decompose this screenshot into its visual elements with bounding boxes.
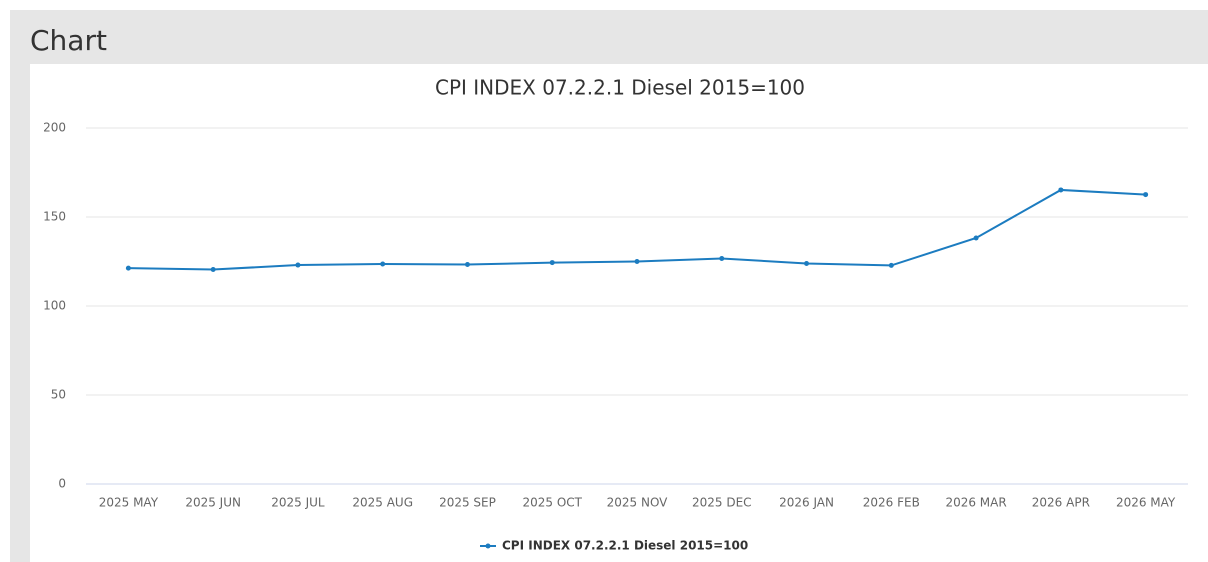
point xyxy=(1143,192,1149,198)
point xyxy=(1058,187,1064,193)
chart: CPI INDEX 07.2.2.1 Diesel 2015=100 0 50 10… xyxy=(30,64,1208,562)
y-tick-label: 150 xyxy=(43,210,66,224)
point xyxy=(464,262,470,268)
line xyxy=(128,188,1146,271)
point xyxy=(719,255,725,261)
x-tick-label: 2025 NOV xyxy=(607,496,669,510)
x-tick-label: 2025 SEP xyxy=(439,496,496,510)
x-tick-label: 2026 MAR xyxy=(945,496,1006,510)
x-tick-label: 2026 MAY xyxy=(1116,496,1176,510)
point xyxy=(295,262,301,268)
chart-title: CPI INDEX 07.2.2.1 Diesel 2015=100 xyxy=(435,76,805,100)
x-tick-label: 2026 FEB xyxy=(863,496,920,510)
point xyxy=(210,267,216,273)
y-tick-label: 200 xyxy=(43,121,66,135)
y-tick-label: 50 xyxy=(51,388,66,402)
panel-title: Chart xyxy=(30,24,107,57)
x-tick-label: 2025 DEC xyxy=(692,496,752,510)
x-tick-label: 2025 JUL xyxy=(271,496,325,510)
x-tick-label: 2025 OCT xyxy=(522,496,582,510)
point xyxy=(549,260,555,266)
legend-symbol xyxy=(485,543,491,549)
y-tick-label: 100 xyxy=(43,299,66,313)
x-tick-label: 2025 MAY xyxy=(99,496,159,510)
x-tick-label: 2026 JAN xyxy=(779,496,834,510)
x-tick-label: 2026 APR xyxy=(1032,496,1090,510)
x-tick-label: 2025 JUN xyxy=(185,496,241,510)
x-tick-label: 2025 AUG xyxy=(352,496,413,510)
legend-label: CPI INDEX 07.2.2.1 Diesel 2015=100 xyxy=(502,539,748,553)
point xyxy=(804,260,810,266)
y-tick-label: 0 xyxy=(58,477,66,491)
point xyxy=(380,261,386,267)
point xyxy=(973,235,979,241)
point xyxy=(634,259,640,264)
point xyxy=(888,262,894,268)
point xyxy=(125,265,131,271)
